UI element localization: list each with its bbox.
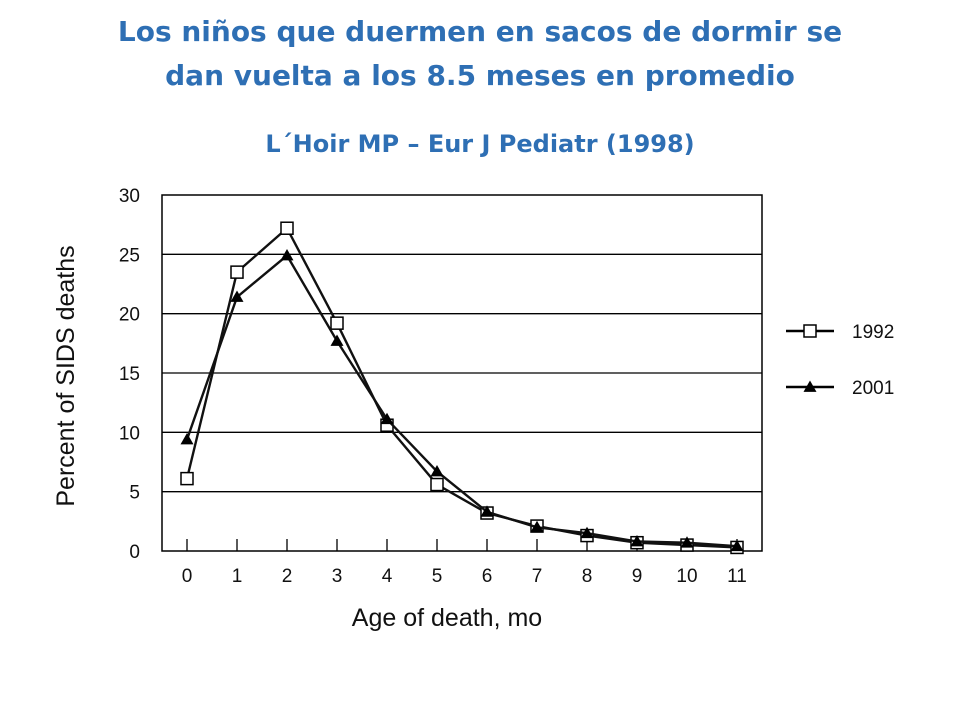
x-tick-label: 5 [432,566,443,587]
x-tick-label: 9 [632,566,643,587]
x-tick-label: 2 [282,566,293,587]
series-line-2001 [185,253,738,548]
x-tick-label: 7 [532,566,543,587]
data-point-1992 [330,316,344,330]
data-point-2001 [280,249,294,261]
y-tick-label: 0 [129,542,140,563]
x-axis-title: Age of death, mo [352,604,542,632]
grid-layer [162,253,762,493]
data-point-2001 [180,432,194,445]
x-tick-label: 8 [582,566,593,587]
y-tick-label: 25 [119,245,140,266]
data-point-1992 [280,221,294,235]
slide-title-line-1: Los niños que duermen en sacos de dormir… [117,15,843,48]
legend-item-1992: 1992 [786,322,894,343]
legend-label: 2001 [852,378,894,399]
y-tick-label: 15 [119,364,140,385]
x-tick-label: 3 [332,566,343,587]
data-point-2001 [730,539,744,552]
data-point-2001 [430,464,444,477]
data-point-2001 [480,505,494,517]
data-point-2001 [330,334,344,346]
plot-frame [161,194,763,552]
y-tick-label: 5 [129,483,140,504]
y-tick-label: 20 [119,305,140,326]
slide-citation: L´Hoir MP – Eur J Pediatr (1998) [265,130,695,158]
data-point-1992 [230,265,244,279]
data-point-2001 [630,535,644,547]
legend-label: 1992 [852,322,894,343]
data-point-2001 [380,412,394,425]
series-line-1992 [185,226,738,549]
series-layer [180,221,744,555]
y-tick-label: 30 [119,186,140,207]
x-tick-label: 0 [182,566,193,587]
y-axis-title: Percent of SIDS deaths [52,245,80,506]
data-point-2001 [530,520,544,533]
x-tick-label: 1 [232,566,243,587]
data-point-2001 [580,526,594,539]
y-axis-ticks: 0 5 10 15 20 25 30 [119,186,140,563]
data-point-2001 [680,536,694,548]
data-point-1992 [430,477,444,492]
x-tick-label: 6 [482,566,493,587]
legend: 1992 2001 [786,322,894,399]
legend-marker [803,380,817,392]
slide-title: Los niños que duermen en sacos de dormir… [0,10,960,98]
x-tick-label: 11 [727,566,747,587]
series-2001 [180,249,744,552]
legend-marker [803,324,817,338]
data-point-2001 [230,290,244,302]
x-axis-ticks: 0 1 2 3 4 5 6 7 8 9 10 11 [182,539,747,587]
x-tick-label: 10 [676,566,697,587]
y-tick-label: 10 [119,423,140,444]
data-point-1992 [180,471,194,486]
series-1992 [180,221,744,555]
slide-title-line-2: dan vuelta a los 8.5 meses en promedio [165,59,795,92]
x-tick-label: 4 [382,566,393,587]
legend-item-2001: 2001 [786,378,894,399]
